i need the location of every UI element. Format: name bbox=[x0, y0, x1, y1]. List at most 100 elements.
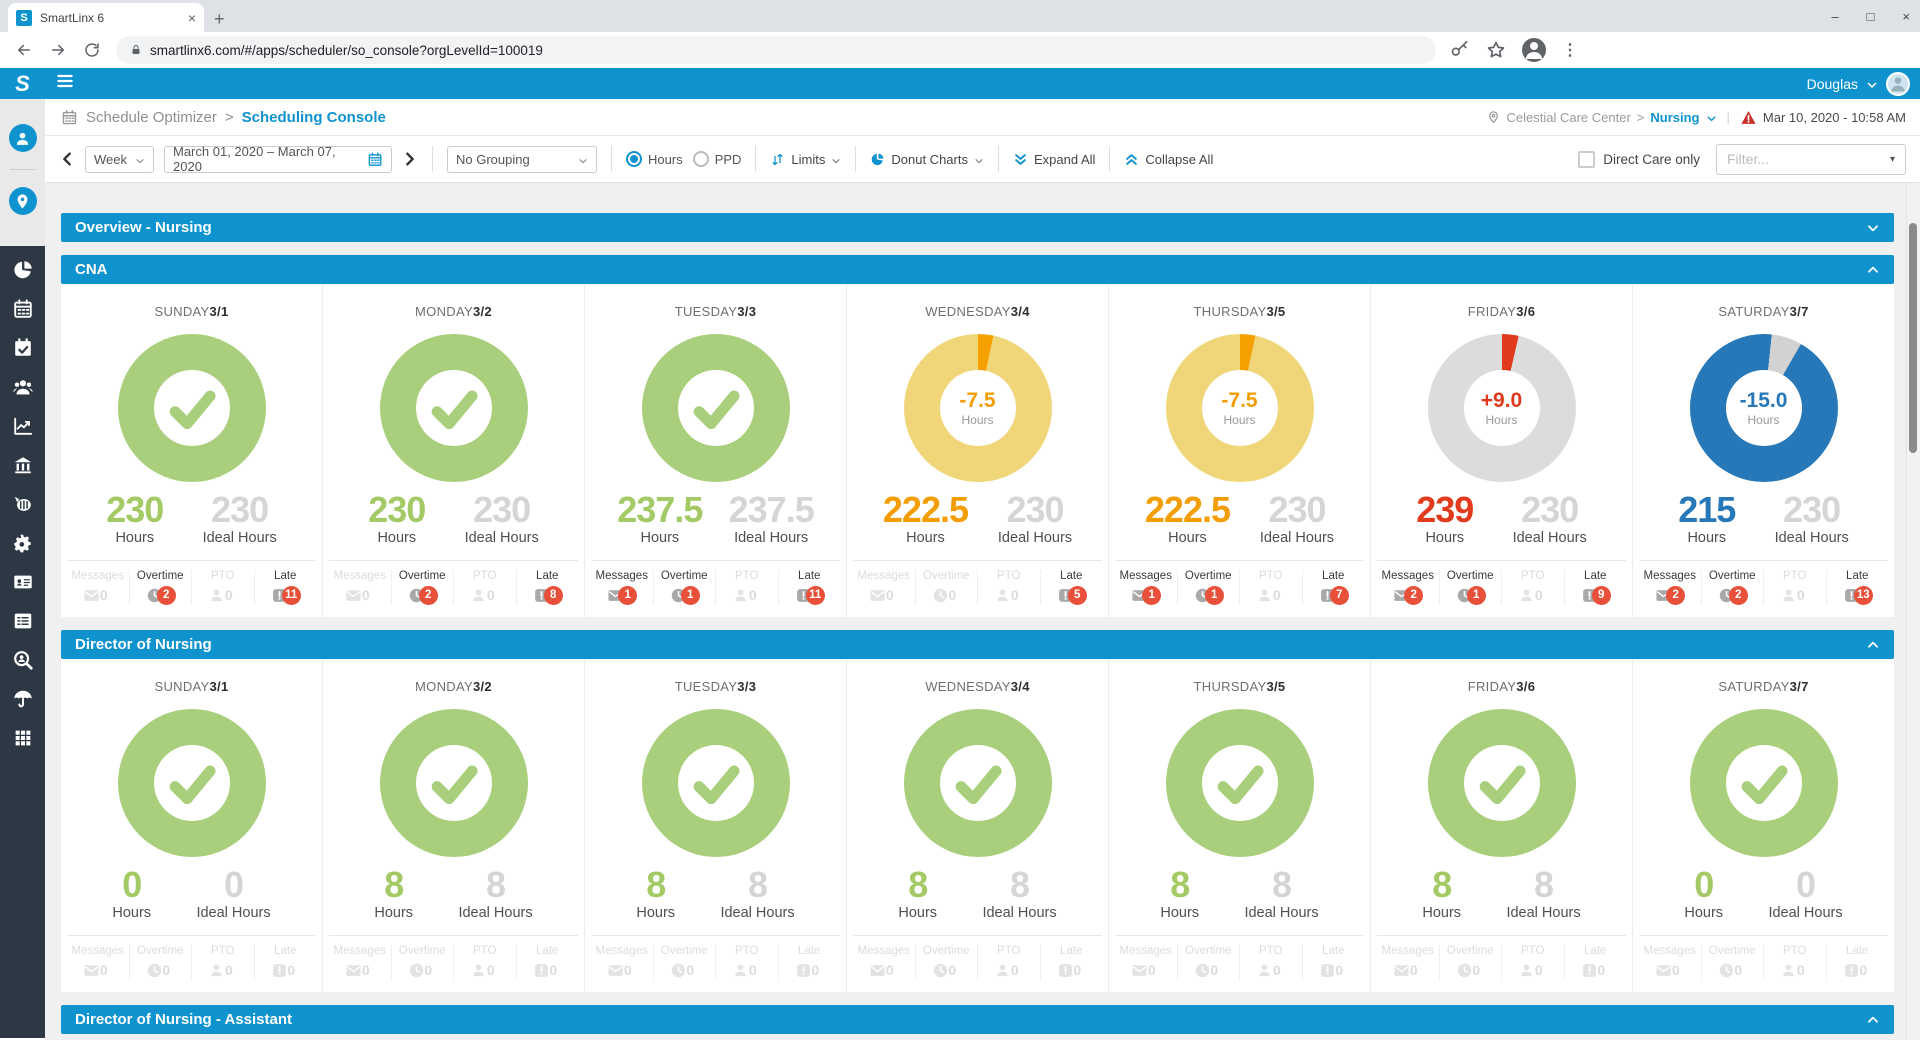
calendar-icon[interactable] bbox=[11, 297, 35, 321]
badge-pto[interactable]: PTO 0 bbox=[191, 945, 254, 980]
badge-late[interactable]: Late 0 bbox=[777, 945, 841, 980]
hours-radio[interactable]: Hours bbox=[626, 151, 683, 167]
badge-pto[interactable]: PTO 0 bbox=[1763, 570, 1826, 605]
badge-late[interactable]: Late 0 bbox=[1301, 945, 1365, 980]
badge-late[interactable]: Late 0 bbox=[1563, 945, 1627, 980]
forward-button[interactable] bbox=[48, 40, 68, 60]
badge-overtime[interactable]: Overtime 2 bbox=[390, 570, 454, 605]
unit-chevron-icon[interactable] bbox=[1706, 112, 1717, 123]
person-search-icon[interactable] bbox=[11, 648, 35, 672]
badge-overtime[interactable]: Overtime 0 bbox=[1176, 945, 1240, 980]
badge-late[interactable]: Late 0 bbox=[1039, 945, 1103, 980]
filter-select[interactable]: Filter... ▾ bbox=[1716, 143, 1906, 175]
badge-overtime[interactable]: Overtime 0 bbox=[914, 570, 978, 605]
collapse-chevron-icon[interactable] bbox=[1866, 638, 1880, 652]
badge-messages[interactable]: Messages 0 bbox=[67, 570, 129, 605]
badge-pto[interactable]: PTO 0 bbox=[1239, 570, 1302, 605]
badge-late[interactable]: Late 11 bbox=[777, 570, 841, 605]
window-close-button[interactable]: × bbox=[1902, 8, 1910, 24]
collapse-all-button[interactable]: Collapse All bbox=[1124, 152, 1213, 167]
donut-chart[interactable] bbox=[903, 709, 1052, 857]
sidebar-item-user-profile[interactable] bbox=[0, 107, 45, 169]
donut-chart[interactable] bbox=[379, 334, 528, 482]
back-button[interactable] bbox=[14, 40, 34, 60]
user-avatar[interactable] bbox=[1886, 71, 1910, 96]
limits-button[interactable]: Limits bbox=[770, 152, 841, 167]
url-field[interactable]: smartlinx6.com/#/apps/scheduler/so_conso… bbox=[116, 36, 1436, 64]
ppd-radio[interactable]: PPD bbox=[692, 151, 741, 167]
badge-messages[interactable]: Messages 0 bbox=[591, 945, 653, 980]
line-chart-icon[interactable] bbox=[11, 414, 35, 438]
donut-chart[interactable]: +9.0 Hours bbox=[1427, 334, 1576, 482]
badge-pto[interactable]: PTO 0 bbox=[453, 570, 516, 605]
pie-chart-icon[interactable] bbox=[11, 258, 35, 282]
badge-messages[interactable]: Messages 0 bbox=[329, 945, 391, 980]
badge-messages[interactable]: Messages 0 bbox=[329, 570, 391, 605]
badge-pto[interactable]: PTO 0 bbox=[191, 570, 254, 605]
badge-overtime[interactable]: Overtime 0 bbox=[652, 945, 716, 980]
badge-messages[interactable]: Messages 0 bbox=[67, 945, 129, 980]
facility-name[interactable]: Celestial Care Center bbox=[1506, 109, 1631, 125]
browser-menu-icon[interactable]: ⋮ bbox=[1562, 42, 1578, 59]
direct-care-checkbox[interactable]: Direct Care only bbox=[1578, 150, 1700, 168]
window-minimize-button[interactable]: – bbox=[1831, 8, 1839, 24]
user-menu[interactable]: Douglas bbox=[1806, 75, 1858, 92]
browser-profile-avatar[interactable] bbox=[1522, 38, 1546, 62]
badge-late[interactable]: Late 0 bbox=[1825, 945, 1889, 980]
drum-icon[interactable] bbox=[11, 492, 35, 516]
unit-selector[interactable]: Nursing bbox=[1650, 109, 1700, 125]
date-range-picker[interactable]: March 01, 2020 – March 07, 2020 bbox=[164, 144, 392, 174]
badge-messages[interactable]: Messages 2 bbox=[1639, 570, 1701, 605]
badge-overtime[interactable]: Overtime 1 bbox=[1438, 570, 1502, 605]
window-maximize-button[interactable]: □ bbox=[1866, 8, 1875, 24]
badge-late[interactable]: Late 5 bbox=[1039, 570, 1103, 605]
scrollbar-thumb[interactable] bbox=[1909, 223, 1917, 453]
expand-all-button[interactable]: Expand All bbox=[1013, 152, 1095, 167]
calendar-check-icon[interactable] bbox=[11, 336, 35, 360]
badge-overtime[interactable]: Overtime 0 bbox=[390, 945, 454, 980]
section-header[interactable]: CNA bbox=[61, 255, 1894, 284]
badge-messages[interactable]: Messages 1 bbox=[1115, 570, 1177, 605]
badge-messages[interactable]: Messages 0 bbox=[853, 570, 915, 605]
donut-chart[interactable]: -7.5 Hours bbox=[903, 334, 1052, 482]
apps-grid-icon[interactable] bbox=[11, 726, 35, 750]
bank-icon[interactable] bbox=[11, 453, 35, 477]
badge-overtime[interactable]: Overtime 0 bbox=[128, 945, 192, 980]
sidebar-item-scheduling-console[interactable] bbox=[0, 170, 45, 232]
section-header[interactable]: Overview - Nursing bbox=[61, 213, 1894, 242]
previous-period-button[interactable] bbox=[59, 151, 75, 167]
badge-late[interactable]: Late 9 bbox=[1563, 570, 1627, 605]
donut-chart[interactable]: -15.0 Hours bbox=[1689, 334, 1838, 482]
badge-pto[interactable]: PTO 0 bbox=[977, 945, 1040, 980]
user-menu-chevron-icon[interactable] bbox=[1866, 78, 1878, 90]
badge-overtime[interactable]: Overtime 2 bbox=[1700, 570, 1764, 605]
collapse-chevron-icon[interactable] bbox=[1866, 1013, 1880, 1027]
badge-pto[interactable]: PTO 0 bbox=[977, 570, 1040, 605]
badge-messages[interactable]: Messages 0 bbox=[1639, 945, 1701, 980]
people-icon[interactable] bbox=[11, 375, 35, 399]
list-icon[interactable] bbox=[11, 609, 35, 633]
badge-overtime[interactable]: Overtime 0 bbox=[1438, 945, 1502, 980]
donut-chart[interactable] bbox=[641, 709, 790, 857]
badge-overtime[interactable]: Overtime 1 bbox=[652, 570, 716, 605]
badge-late[interactable]: Late 0 bbox=[515, 945, 579, 980]
new-tab-button[interactable]: + bbox=[214, 9, 225, 29]
gears-icon[interactable] bbox=[11, 531, 35, 555]
badge-late[interactable]: Late 11 bbox=[253, 570, 317, 605]
badge-messages[interactable]: Messages 1 bbox=[591, 570, 653, 605]
breadcrumb-parent[interactable]: Schedule Optimizer bbox=[86, 108, 217, 126]
section-header[interactable]: Director of Nursing - Assistant bbox=[61, 1005, 1894, 1034]
donut-chart[interactable] bbox=[117, 334, 266, 482]
badge-pto[interactable]: PTO 0 bbox=[715, 570, 778, 605]
badge-messages[interactable]: Messages 0 bbox=[1377, 945, 1439, 980]
donut-chart[interactable] bbox=[1689, 709, 1838, 857]
badge-overtime[interactable]: Overtime 0 bbox=[1700, 945, 1764, 980]
badge-messages[interactable]: Messages 0 bbox=[853, 945, 915, 980]
badge-late[interactable]: Late 13 bbox=[1825, 570, 1889, 605]
donut-chart[interactable] bbox=[1165, 709, 1314, 857]
umbrella-icon[interactable] bbox=[11, 687, 35, 711]
next-period-button[interactable] bbox=[402, 151, 418, 167]
badge-pto[interactable]: PTO 0 bbox=[1501, 945, 1564, 980]
badge-overtime[interactable]: Overtime 1 bbox=[1176, 570, 1240, 605]
donut-chart[interactable] bbox=[641, 334, 790, 482]
